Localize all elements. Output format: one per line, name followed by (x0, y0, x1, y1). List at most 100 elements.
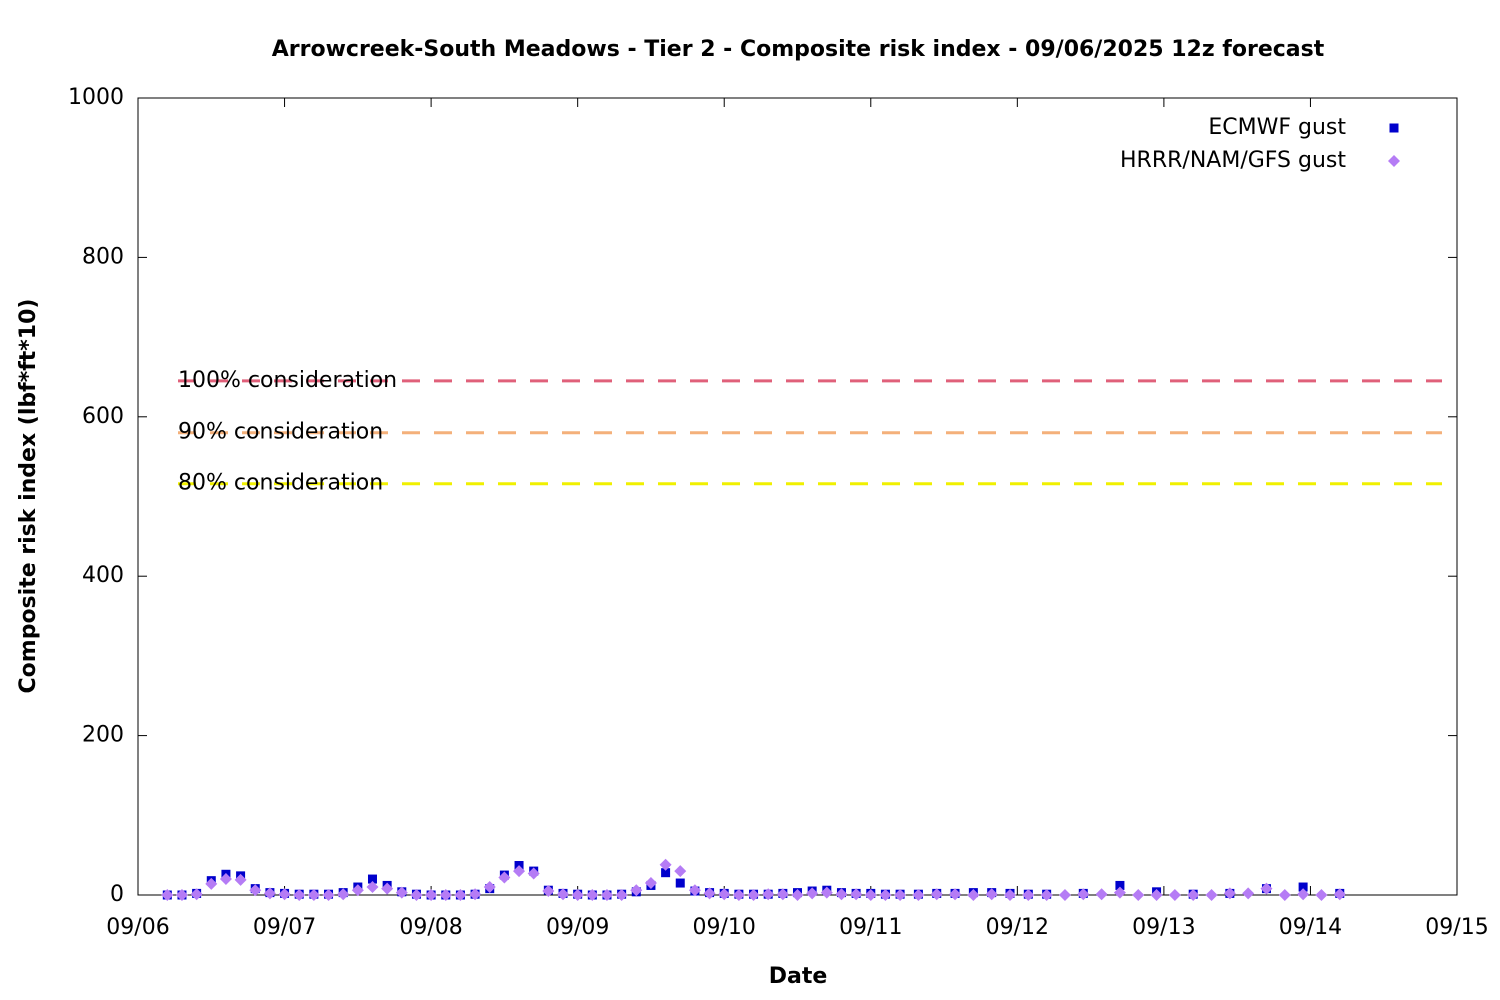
x-tick-label: 09/07 (253, 915, 316, 940)
data-point (630, 884, 643, 897)
data-point (454, 889, 467, 901)
x-tick-label: 09/10 (693, 915, 756, 940)
data-point (820, 886, 833, 899)
data-point (967, 889, 980, 901)
data-point (425, 889, 438, 901)
data-point (894, 889, 907, 901)
data-point (1242, 887, 1255, 900)
x-tick-label: 09/08 (399, 915, 462, 940)
data-point (732, 889, 745, 901)
data-point (1278, 889, 1291, 901)
data-point (806, 887, 819, 900)
x-axis-label: Date (769, 964, 828, 989)
data-point (366, 881, 379, 894)
data-point (1150, 889, 1163, 901)
data-point (674, 865, 687, 878)
data-point (675, 878, 685, 888)
data-point (776, 888, 789, 901)
data-point (513, 865, 526, 878)
x-tick-label: 09/11 (839, 915, 902, 940)
data-point (395, 886, 408, 899)
data-point (1022, 889, 1035, 901)
data-point (1004, 889, 1017, 901)
data-point (263, 887, 276, 900)
threshold-label: 100% consideration (178, 368, 397, 393)
data-point (367, 874, 377, 884)
data-point (278, 888, 291, 901)
data-point (600, 889, 613, 901)
y-tick-label: 1000 (68, 85, 124, 110)
data-point (483, 881, 496, 894)
data-point (307, 889, 320, 901)
data-point (864, 889, 877, 901)
data-point (762, 888, 775, 901)
data-point (644, 877, 657, 890)
y-tick-label: 0 (110, 882, 124, 907)
data-point (161, 889, 174, 901)
legend-label: HRRR/NAM/GFS gust (1120, 148, 1346, 173)
data-point (1040, 889, 1053, 901)
legend-marker (1389, 123, 1399, 133)
data-point (930, 888, 943, 901)
data-point (205, 877, 218, 890)
data-point (190, 888, 203, 901)
legend-label: ECMWF gust (1208, 115, 1346, 140)
data-point (234, 873, 247, 886)
data-point (703, 887, 716, 900)
data-point (469, 888, 482, 901)
data-point (571, 889, 584, 901)
data-point (1223, 887, 1236, 900)
data-point (949, 888, 962, 901)
chart-title: Arrowcreek-South Meadows - Tier 2 - Comp… (272, 37, 1325, 62)
y-axis-label: Composite risk index (lbf*ft*10) (16, 299, 41, 694)
data-point (1297, 888, 1310, 901)
x-tick-label: 09/12 (986, 915, 1049, 940)
data-point (527, 867, 540, 880)
data-point (835, 888, 848, 901)
data-point (498, 871, 511, 884)
y-tick-label: 600 (82, 404, 124, 429)
data-point (1315, 889, 1328, 901)
data-point (337, 888, 350, 901)
data-point (219, 873, 232, 886)
x-tick-label: 09/14 (1279, 915, 1342, 940)
x-tick-label: 09/09 (546, 915, 609, 940)
data-point (557, 888, 570, 901)
threshold-label: 80% consideration (178, 471, 383, 496)
y-tick-label: 200 (82, 723, 124, 748)
x-tick-label: 09/06 (106, 915, 169, 940)
data-point (249, 884, 262, 897)
data-point (410, 889, 423, 901)
data-point (850, 888, 863, 901)
data-point (1095, 888, 1108, 901)
data-point (1298, 882, 1308, 892)
data-point (985, 888, 998, 901)
legend-marker (1388, 155, 1400, 167)
data-point (1132, 889, 1145, 901)
data-point (615, 889, 628, 901)
x-tick-label: 09/15 (1425, 915, 1488, 940)
data-point (351, 884, 364, 897)
data-point (1058, 889, 1071, 901)
data-point (879, 889, 892, 901)
data-point (322, 889, 335, 901)
data-point (1168, 889, 1181, 901)
threshold-label: 90% consideration (178, 420, 383, 445)
y-tick-label: 400 (82, 563, 124, 588)
data-point (1113, 886, 1126, 899)
data-point (1260, 882, 1273, 895)
data-point (586, 889, 599, 901)
data-point (1187, 889, 1200, 901)
data-point (791, 889, 804, 901)
data-point (1077, 888, 1090, 901)
data-point (1333, 888, 1346, 901)
data-point (1205, 889, 1218, 901)
y-tick-label: 800 (82, 244, 124, 269)
data-point (718, 888, 731, 901)
data-point (293, 889, 306, 901)
plot-frame (137, 97, 1458, 896)
data-point (661, 868, 671, 878)
data-point (1115, 880, 1125, 890)
data-point (659, 858, 672, 871)
